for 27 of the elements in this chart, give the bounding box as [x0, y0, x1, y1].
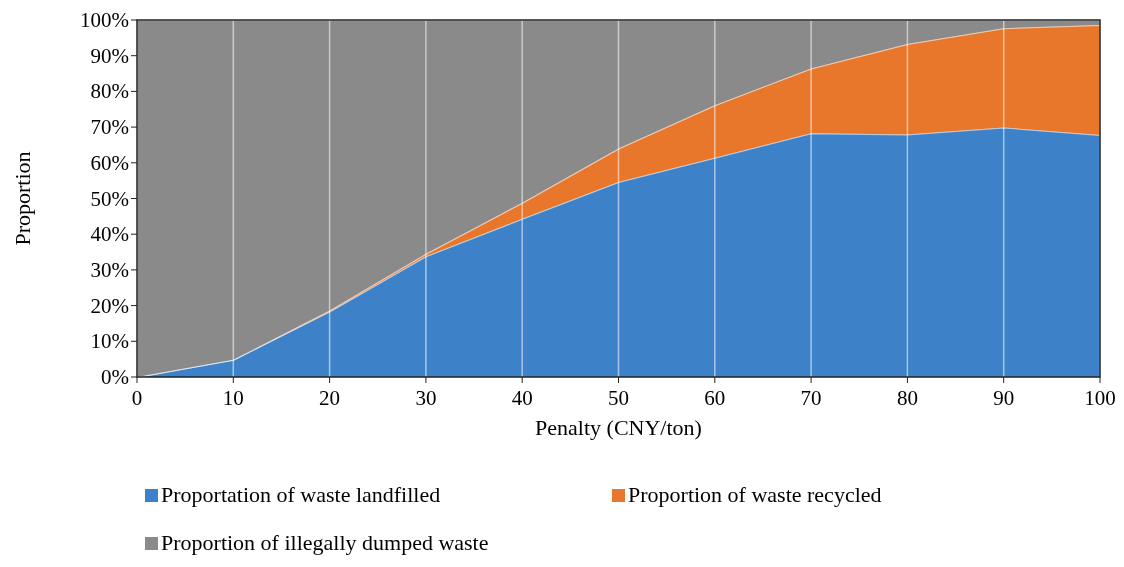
y-tick-label: 10% [90, 329, 129, 354]
y-tick-label: 50% [90, 186, 129, 211]
y-axis-title: Proportion [10, 151, 35, 246]
x-tick-label: 40 [511, 386, 533, 410]
y-tick-label: 100% [80, 8, 129, 32]
x-tick-label: 10 [222, 386, 244, 410]
y-tick-label: 0% [101, 365, 129, 389]
x-tick-label: 0 [131, 386, 143, 410]
y-tick-label: 40% [90, 222, 129, 247]
x-tick-label: 80 [896, 386, 918, 410]
x-tick-label: 20 [319, 386, 341, 410]
y-tick-label: 20% [90, 293, 129, 318]
legend-label: Proportion of illegally dumped waste [161, 530, 489, 555]
x-tick-label: 90 [993, 386, 1015, 410]
x-tick-label: 60 [704, 386, 726, 410]
x-tick-label: 100 [1084, 386, 1116, 410]
x-tick-label: 30 [415, 386, 437, 410]
x-tick-label: 70 [800, 386, 822, 410]
y-tick-label: 80% [90, 79, 129, 104]
legend-label: Proportion of waste recycled [628, 482, 882, 507]
x-axis-title: Penalty (CNY/ton) [535, 415, 702, 440]
x-tick-label: 50 [608, 386, 629, 410]
y-tick-label: 30% [90, 257, 129, 282]
y-tick-label: 90% [90, 43, 129, 68]
legend-label: Proportation of waste landfilled [161, 482, 441, 507]
y-tick-label: 60% [90, 150, 129, 175]
y-tick-label: 70% [90, 115, 129, 140]
